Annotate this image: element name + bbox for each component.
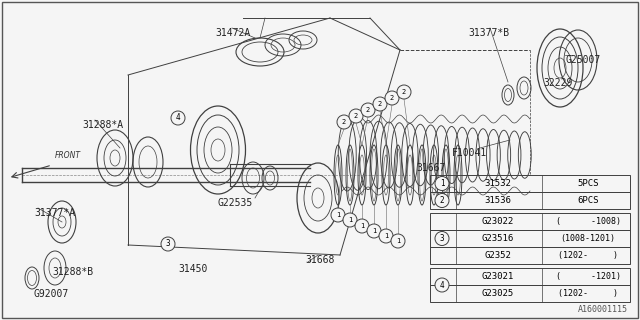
Text: 2: 2 <box>366 107 370 113</box>
Text: G2352: G2352 <box>484 251 511 260</box>
Text: 31472A: 31472A <box>215 28 250 38</box>
Text: 31377*A: 31377*A <box>34 208 75 218</box>
Text: 32229: 32229 <box>543 78 572 88</box>
Bar <box>430 247 630 264</box>
Text: 3: 3 <box>440 234 444 243</box>
Text: F10041: F10041 <box>452 148 487 158</box>
Text: 2: 2 <box>354 113 358 119</box>
Text: A160001115: A160001115 <box>578 305 628 314</box>
Circle shape <box>379 229 393 243</box>
Text: G23022: G23022 <box>482 217 514 226</box>
Text: (1202-     ): (1202- ) <box>558 251 618 260</box>
Circle shape <box>331 208 345 222</box>
Circle shape <box>337 115 351 129</box>
Bar <box>430 192 630 209</box>
Circle shape <box>435 231 449 245</box>
Text: 31668: 31668 <box>305 255 334 265</box>
Text: 2: 2 <box>390 95 394 101</box>
Text: 3: 3 <box>166 239 170 249</box>
Circle shape <box>161 237 175 251</box>
Circle shape <box>373 97 387 111</box>
Circle shape <box>385 91 399 105</box>
Text: 6PCS: 6PCS <box>577 196 599 205</box>
Text: G22535: G22535 <box>218 198 253 208</box>
Circle shape <box>361 103 375 117</box>
Text: G92007: G92007 <box>34 289 69 299</box>
Text: 1: 1 <box>360 223 364 229</box>
Text: 2: 2 <box>378 101 382 107</box>
Circle shape <box>435 194 449 207</box>
Text: G23516: G23516 <box>482 234 514 243</box>
Circle shape <box>435 177 449 190</box>
Text: 2: 2 <box>402 89 406 95</box>
Circle shape <box>349 109 363 123</box>
Bar <box>430 175 630 192</box>
Text: 5PCS: 5PCS <box>577 179 599 188</box>
Text: 1: 1 <box>396 238 400 244</box>
Circle shape <box>355 219 369 233</box>
Text: G23025: G23025 <box>482 289 514 298</box>
Text: 1: 1 <box>384 233 388 239</box>
Text: 1: 1 <box>372 228 376 234</box>
Text: (1008-1201): (1008-1201) <box>561 234 616 243</box>
Circle shape <box>367 224 381 238</box>
Circle shape <box>391 234 405 248</box>
Text: 31288*B: 31288*B <box>52 267 93 277</box>
Bar <box>430 285 630 302</box>
Text: 31536: 31536 <box>484 196 511 205</box>
Text: (1202-     ): (1202- ) <box>558 289 618 298</box>
Text: G23021: G23021 <box>482 272 514 281</box>
Text: G25007: G25007 <box>565 55 600 65</box>
Text: 2: 2 <box>440 196 444 205</box>
Text: FRONT: FRONT <box>55 151 81 160</box>
Text: 2: 2 <box>342 119 346 125</box>
Bar <box>430 230 630 247</box>
Circle shape <box>343 213 357 227</box>
Text: 1: 1 <box>440 179 444 188</box>
Text: 31377*B: 31377*B <box>468 28 509 38</box>
Text: 1: 1 <box>336 212 340 218</box>
Text: 31288*A: 31288*A <box>82 120 123 130</box>
Text: (      -1201): ( -1201) <box>556 272 621 281</box>
Text: 1: 1 <box>348 217 352 223</box>
Circle shape <box>171 111 185 125</box>
Text: 31532: 31532 <box>484 179 511 188</box>
Text: 31667: 31667 <box>416 163 445 173</box>
Circle shape <box>397 85 411 99</box>
Circle shape <box>435 278 449 292</box>
Text: 4: 4 <box>176 114 180 123</box>
Bar <box>430 268 630 285</box>
Text: (      -1008): ( -1008) <box>556 217 621 226</box>
Bar <box>430 213 630 230</box>
Text: 31450: 31450 <box>178 264 207 274</box>
Text: 4: 4 <box>440 281 444 290</box>
